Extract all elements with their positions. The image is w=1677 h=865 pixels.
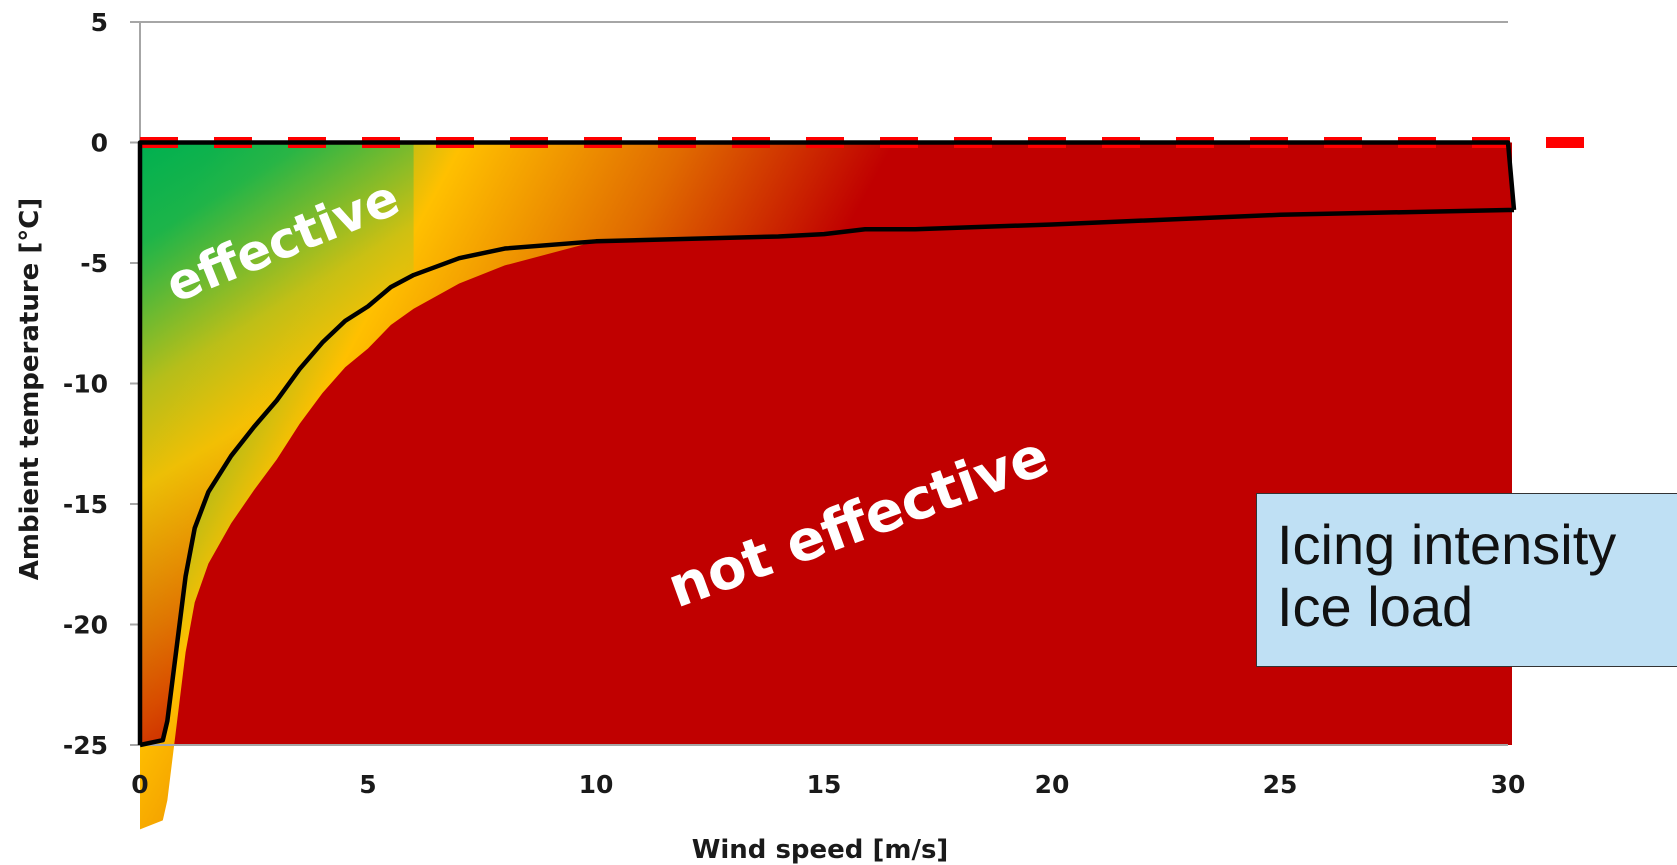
y-tick-label: -10 <box>63 370 108 399</box>
y-tick-label: 0 <box>91 129 108 158</box>
y-tick-label: -5 <box>80 249 108 278</box>
x-tick-labels: 0 5 10 15 20 25 30 <box>131 770 1525 799</box>
y-axis-title: Ambient temperature [°C] <box>15 198 45 580</box>
gradient-region-left <box>140 142 414 745</box>
x-tick-label: 15 <box>807 770 842 799</box>
y-tick-labels: 5 0 -5 -10 -15 -20 -25 <box>63 8 108 760</box>
y-tick-label: -25 <box>63 731 108 760</box>
plot-area <box>140 142 1512 830</box>
y-tick-label: -20 <box>63 611 108 640</box>
info-box: Icing intensity Ice load <box>1256 493 1677 667</box>
x-tick-label: 0 <box>131 770 148 799</box>
y-tick-label: -15 <box>63 490 108 519</box>
y-tick-label: 5 <box>91 8 108 37</box>
x-tick-label: 5 <box>359 770 376 799</box>
effective-region-outline <box>137 140 1517 745</box>
x-axis-title: Wind speed [m/s] <box>692 835 949 865</box>
boundary-curve <box>139 207 1514 748</box>
x-tick-label: 30 <box>1491 770 1526 799</box>
x-tick-label: 20 <box>1035 770 1070 799</box>
info-box-line-1: Icing intensity <box>1277 513 1617 576</box>
x-tick-label: 25 <box>1263 770 1298 799</box>
x-tick-label: 10 <box>579 770 614 799</box>
info-box-line-2: Ice load <box>1277 575 1474 638</box>
